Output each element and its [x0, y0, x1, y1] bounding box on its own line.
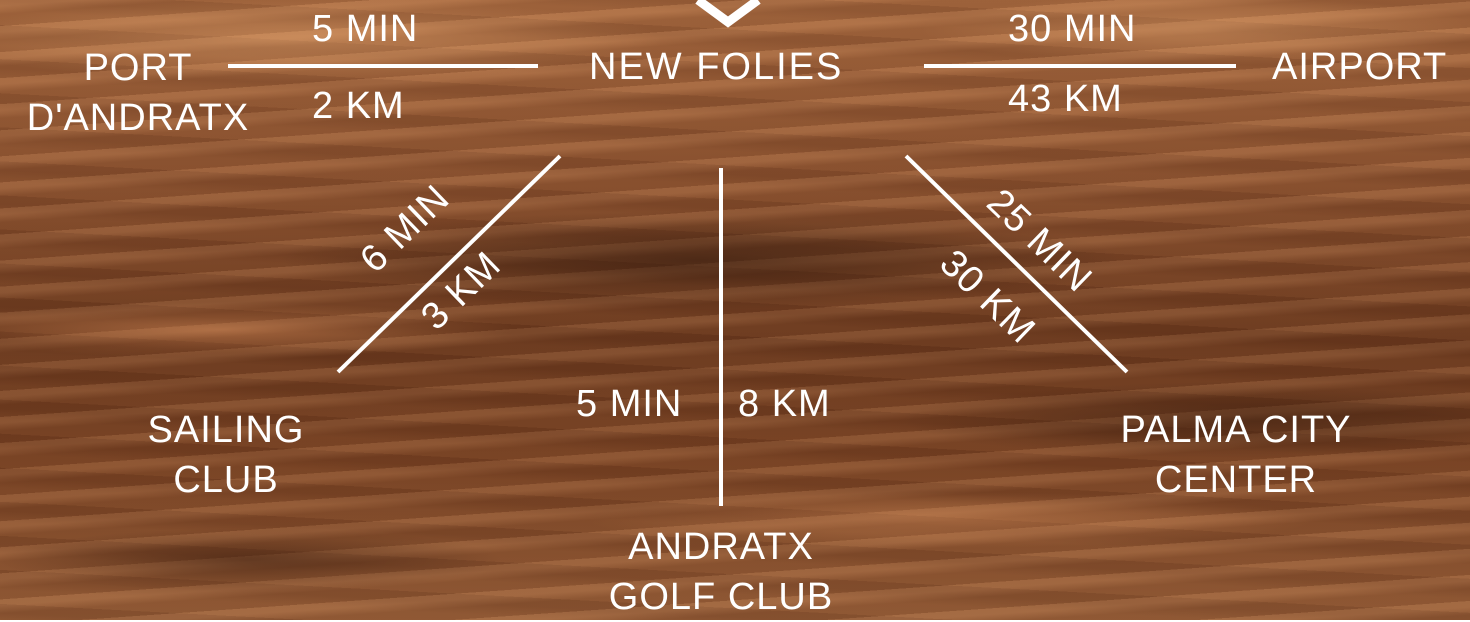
- origin-label: NEW FOLIES: [589, 46, 844, 88]
- sailing-club-label-line2: CLUB: [173, 459, 279, 501]
- sailing-club-label: SAILING CLUB: [116, 405, 336, 505]
- port-andratx-label-line1: PORT: [83, 47, 193, 89]
- location-pin-icon: [695, 0, 761, 28]
- golf-club-label: ANDRATX GOLF CLUB: [576, 522, 866, 622]
- line-sailing-club: [336, 154, 562, 374]
- palma-label-line2: CENTER: [1154, 459, 1318, 501]
- airport-distance: 43 KM: [1008, 78, 1123, 120]
- port-andratx-distance: 2 KM: [312, 85, 405, 127]
- golf-club-label-line2: GOLF CLUB: [608, 576, 834, 618]
- golf-club-distance: 8 KM: [738, 383, 831, 425]
- port-andratx-label: PORT D'ANDRATX: [18, 43, 258, 143]
- line-palma: [904, 154, 1129, 374]
- palma-label-line1: PALMA CITY: [1120, 409, 1352, 451]
- port-andratx-time: 5 MIN: [312, 8, 419, 50]
- airport-time: 30 MIN: [1008, 8, 1137, 50]
- sailing-club-label-line1: SAILING: [147, 409, 305, 451]
- golf-club-time: 5 MIN: [576, 383, 683, 425]
- palma-label: PALMA CITY CENTER: [1096, 405, 1376, 505]
- port-andratx-label-line2: D'ANDRATX: [26, 97, 250, 139]
- golf-club-label-line1: ANDRATX: [628, 526, 814, 568]
- airport-label: AIRPORT: [1272, 46, 1448, 88]
